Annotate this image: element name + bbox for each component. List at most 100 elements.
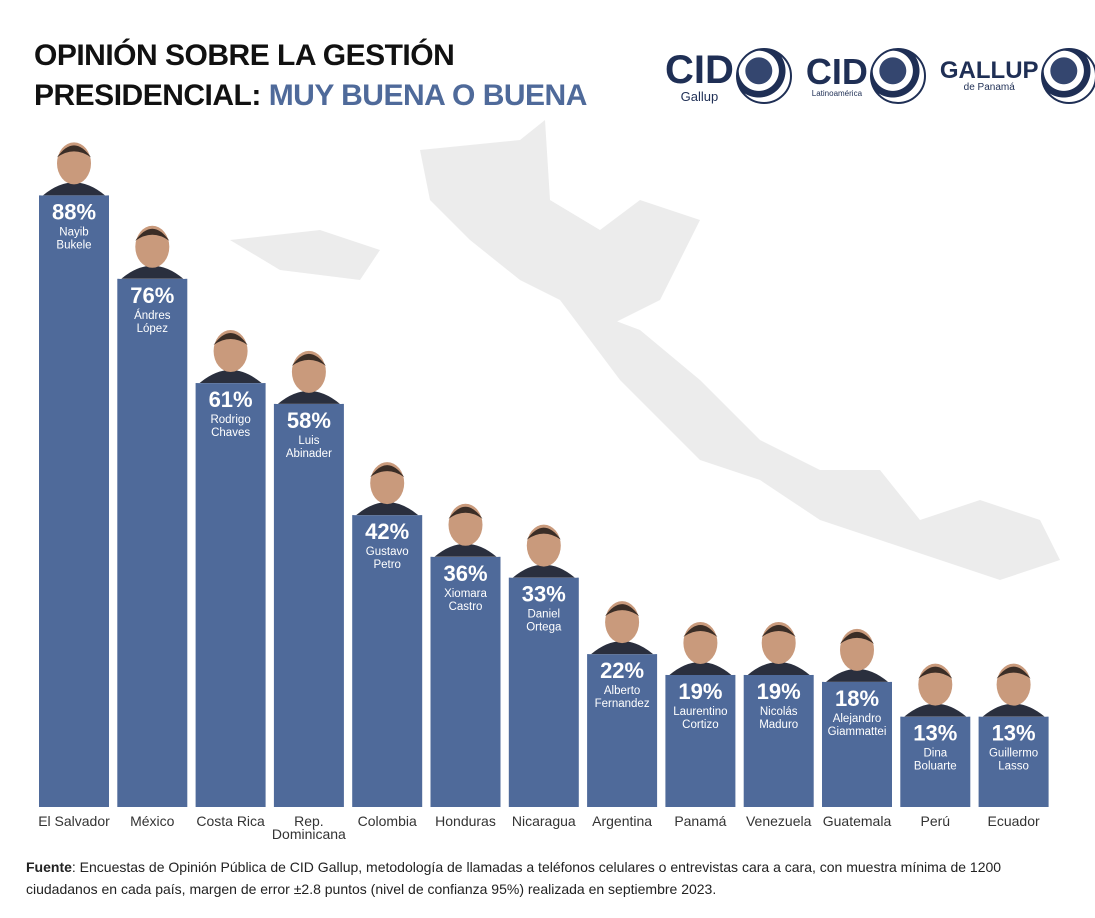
category-label: Ecuador	[988, 813, 1040, 829]
leader-photo	[354, 457, 421, 516]
leader-photo	[119, 220, 186, 279]
leader-name: Lasso	[998, 761, 1029, 773]
title-line-2: PRESIDENCIAL:	[34, 79, 269, 112]
leader-photo	[980, 658, 1047, 717]
title-line-1: OPINIÓN SOBRE LA GESTIÓN	[34, 39, 455, 72]
value-label: 13%	[992, 721, 1036, 746]
leader-name: Alberto	[604, 685, 640, 697]
value-label: 36%	[443, 561, 487, 586]
category-label: El Salvador	[38, 813, 110, 829]
leader-name: Ándres	[134, 309, 171, 322]
logo-gallup-panama: GALLUP de Panamá	[940, 48, 1095, 104]
logo-sub: Latinoamérica	[811, 89, 863, 98]
category-label: Honduras	[435, 813, 496, 829]
bar	[665, 674, 736, 807]
logo-cid-gallup: CID Gallup	[665, 48, 792, 104]
leader-photo	[824, 623, 890, 682]
globe-icon	[735, 48, 792, 104]
globe-icon	[869, 48, 926, 104]
category-label: Rep.	[294, 813, 324, 829]
logo-sub: Gallup	[680, 88, 719, 104]
category-label: Venezuela	[746, 813, 812, 829]
category-label: Dominicana	[272, 826, 346, 842]
value-label: 61%	[209, 387, 253, 412]
value-label: 13%	[913, 721, 957, 746]
bar	[273, 403, 344, 807]
value-label: 76%	[130, 283, 174, 308]
logos: CID Gallup CID Latinoamérica GALLUP de Pana…	[665, 48, 1095, 104]
bar	[900, 716, 971, 807]
leader-name: Daniel	[527, 609, 560, 621]
bar	[978, 716, 1049, 807]
leader-photo	[667, 616, 734, 675]
category-label: Nicaragua	[512, 813, 576, 829]
source-note: Fuente: Encuestas de Opinión Pública de …	[26, 856, 1076, 900]
leader-name: Nicolás	[760, 706, 798, 718]
leader-name: Laurentino	[673, 706, 727, 718]
leader-photo	[41, 137, 107, 196]
category-label: Colombia	[358, 813, 417, 829]
bar	[587, 654, 658, 807]
title-highlight: MUY BUENA O BUENA	[268, 79, 588, 112]
leader-photo	[510, 519, 577, 578]
value-label: 58%	[287, 408, 331, 433]
leader-name: Dina	[923, 748, 947, 760]
logo-main: GALLUP	[939, 57, 1039, 84]
value-label: 88%	[52, 199, 96, 224]
bar	[352, 515, 423, 807]
leader-name: Gustavo	[366, 546, 409, 558]
leader-name: López	[137, 323, 169, 335]
leader-name: Bukele	[56, 239, 91, 251]
chart-title: OPINIÓN SOBRE LA GESTIÓN PRESIDENCIAL: M…	[34, 36, 587, 116]
source-text: : Encuestas de Opinión Pública de CID Ga…	[26, 859, 1002, 897]
bar	[508, 577, 579, 807]
category-label: México	[130, 813, 175, 829]
leader-name: Giammattei	[828, 726, 887, 738]
value-label: 42%	[365, 519, 409, 544]
value-label: 19%	[678, 679, 722, 704]
leader-name: Abinader	[286, 448, 332, 460]
leader-name: Luis	[298, 435, 319, 447]
bar	[822, 681, 892, 807]
leader-name: Castro	[449, 601, 483, 613]
leader-photo	[197, 325, 264, 384]
leader-name: Guillermo	[989, 748, 1038, 760]
logo-main: CID	[665, 47, 734, 92]
bar	[430, 556, 501, 807]
value-label: 19%	[757, 679, 801, 704]
logo-main: CID	[805, 51, 868, 92]
leader-name: Boluarte	[914, 761, 957, 773]
leader-name: Rodrigo	[210, 414, 250, 426]
leader-name: Ortega	[526, 622, 562, 634]
leader-name: Maduro	[759, 719, 798, 731]
bar	[117, 278, 188, 807]
bar	[743, 674, 814, 807]
leader-name: Fernandez	[595, 698, 650, 710]
globe-icon	[1040, 48, 1095, 104]
leader-name: Cortizo	[682, 719, 718, 731]
bar	[195, 383, 266, 807]
leader-photo	[275, 345, 342, 404]
bar	[39, 195, 109, 807]
category-label: Perú	[921, 813, 951, 829]
leader-photo	[745, 616, 812, 675]
leader-photo	[589, 596, 656, 655]
category-label: Argentina	[592, 813, 652, 829]
leader-photo	[902, 658, 969, 717]
category-label: Costa Rica	[196, 813, 265, 829]
leader-photo	[432, 498, 499, 557]
leader-name: Xiomara	[444, 588, 487, 600]
leader-name: Alejandro	[833, 713, 882, 725]
category-label: Guatemala	[823, 813, 892, 829]
leader-name: Chaves	[211, 427, 250, 439]
category-label: Panamá	[674, 813, 726, 829]
logo-sub: de Panamá	[963, 82, 1015, 93]
map-background	[230, 120, 1060, 580]
value-label: 33%	[522, 582, 566, 607]
value-label: 18%	[835, 686, 879, 711]
leader-name: Petro	[373, 559, 401, 571]
value-label: 22%	[600, 658, 644, 683]
source-label: Fuente	[26, 859, 72, 875]
